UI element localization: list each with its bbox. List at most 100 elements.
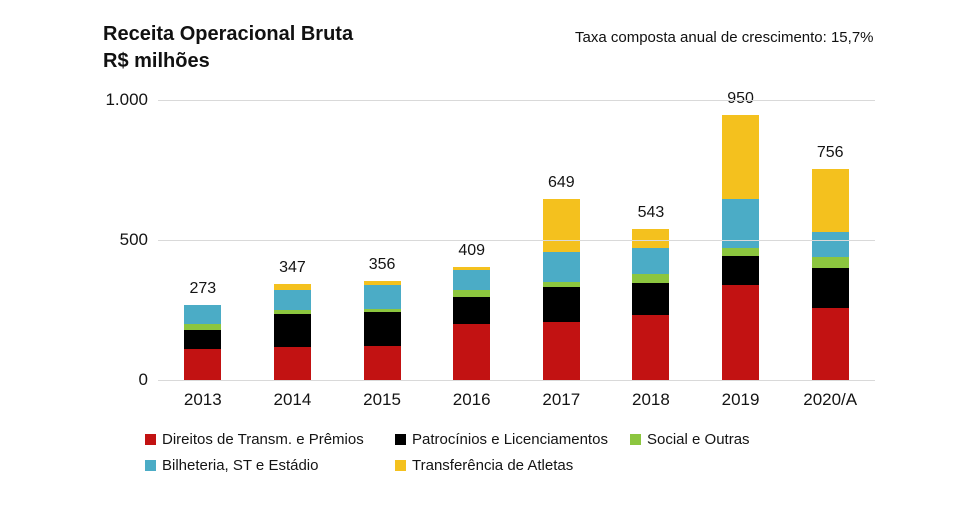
bar-segment bbox=[453, 266, 491, 271]
bar-stack bbox=[722, 115, 760, 381]
legend-label: Direitos de Transm. e Prêmios bbox=[162, 430, 364, 448]
bar-segment bbox=[453, 297, 491, 324]
bar-segment bbox=[273, 347, 311, 381]
chart-title-line2: R$ milhões bbox=[103, 50, 210, 72]
x-axis-label: 2015 bbox=[363, 390, 401, 409]
bar-segment bbox=[273, 309, 311, 315]
bar-total-label: 356 bbox=[368, 256, 396, 274]
bar-segment bbox=[363, 281, 401, 285]
bar-segment bbox=[722, 115, 760, 200]
legend-row: Bilheteria, ST e Estádio Transferência de… bbox=[145, 452, 875, 478]
cagr-annotation: Taxa composta anual de crescimento: 15,7… bbox=[575, 29, 874, 46]
bar-segment bbox=[273, 314, 311, 348]
bar-segment bbox=[363, 309, 401, 313]
bar-segment bbox=[811, 256, 849, 268]
bar-column: 649 bbox=[517, 100, 607, 381]
x-axis: 2013 2014 2015 2016 2017 2018 2019 2020/A bbox=[158, 390, 875, 410]
bar-stack bbox=[273, 283, 311, 381]
bar-segment bbox=[184, 304, 222, 324]
bar-segment bbox=[273, 289, 311, 310]
bar-segment bbox=[811, 267, 849, 308]
plot-area: 273 347 356 409 649 543 950 756 bbox=[158, 90, 875, 381]
legend-row: Direitos de Transm. e Prêmios Patrocínios… bbox=[145, 426, 875, 452]
y-axis-tick-label: 1.000 bbox=[105, 90, 148, 109]
bar-segment bbox=[184, 349, 222, 381]
bar-segment bbox=[811, 307, 849, 381]
bar-stack bbox=[184, 304, 222, 381]
y-axis-tick-label: 500 bbox=[119, 230, 148, 249]
bar-total-label: 409 bbox=[458, 241, 486, 259]
bar-segment bbox=[632, 273, 670, 283]
bar-segment bbox=[632, 229, 670, 248]
bar-segment bbox=[363, 346, 401, 381]
gridline bbox=[158, 380, 875, 381]
chart-title: Receita Operacional Bruta R$ milhões bbox=[103, 21, 353, 75]
bar-stack bbox=[363, 281, 401, 381]
chart-title-line1: Receita Operacional Bruta bbox=[103, 23, 354, 45]
bar-column: 273 bbox=[158, 100, 248, 381]
legend-marker-icon bbox=[395, 459, 406, 471]
legend-item: Transferência de Atletas bbox=[395, 457, 630, 474]
bar-segment bbox=[542, 251, 580, 282]
bars-row: 273 347 356 409 649 543 950 756 bbox=[158, 90, 875, 381]
bar-column: 356 bbox=[337, 100, 427, 381]
bar-stack bbox=[542, 199, 580, 381]
bar-segment bbox=[363, 284, 401, 310]
x-axis-label: 2016 bbox=[452, 390, 491, 409]
bar-segment bbox=[453, 270, 491, 291]
bar-total-label: 543 bbox=[637, 204, 665, 222]
bar-segment bbox=[184, 329, 222, 350]
x-axis-label: 2020/A bbox=[803, 390, 858, 409]
legend-marker-icon bbox=[630, 433, 641, 445]
y-axis-tick-label: 0 bbox=[138, 370, 148, 389]
bar-column: 409 bbox=[427, 100, 517, 381]
x-axis-label: 2017 bbox=[542, 390, 581, 409]
legend-label: Social e Outras bbox=[647, 430, 750, 448]
bar-segment bbox=[273, 283, 311, 290]
gridline bbox=[158, 240, 875, 241]
bar-segment bbox=[632, 247, 670, 274]
bar-stack bbox=[453, 266, 491, 381]
bar-segment bbox=[542, 281, 580, 287]
legend-marker-icon bbox=[145, 433, 156, 445]
bar-segment bbox=[363, 312, 401, 346]
legend-item: Patrocínios e Licenciamentos bbox=[395, 431, 630, 448]
bar-segment bbox=[453, 290, 491, 298]
bar-segment bbox=[542, 322, 580, 381]
bar-segment bbox=[632, 282, 670, 315]
bar-segment bbox=[542, 286, 580, 323]
bar-segment bbox=[811, 169, 849, 232]
bar-segment bbox=[184, 323, 222, 330]
bar-column: 347 bbox=[248, 100, 338, 381]
legend-label: Transferência de Atletas bbox=[412, 456, 574, 474]
legend-label: Bilheteria, ST e Estádio bbox=[162, 456, 319, 474]
legend-marker-icon bbox=[395, 433, 406, 445]
legend: Direitos de Transm. e Prêmios Patrocínios… bbox=[145, 426, 875, 478]
x-axis-label: 2013 bbox=[183, 390, 222, 409]
legend-label: Patrocínios e Licenciamentos bbox=[412, 430, 608, 448]
legend-item: Direitos de Transm. e Prêmios bbox=[145, 431, 395, 448]
legend-item: Social e Outras bbox=[630, 431, 750, 448]
bar-segment bbox=[722, 285, 760, 381]
bar-total-label: 756 bbox=[816, 144, 844, 162]
bar-segment bbox=[453, 323, 491, 381]
bar-total-label: 347 bbox=[279, 258, 306, 276]
bar-segment bbox=[542, 199, 580, 252]
bar-total-label: 273 bbox=[189, 279, 217, 297]
bar-segment bbox=[632, 314, 670, 381]
bar-total-label: 950 bbox=[727, 90, 754, 108]
bar-segment bbox=[722, 255, 760, 285]
legend-item: Bilheteria, ST e Estádio bbox=[145, 457, 395, 474]
bar-total-label: 649 bbox=[547, 174, 575, 192]
gridline bbox=[158, 100, 875, 101]
x-axis-label: 2014 bbox=[273, 390, 312, 409]
bar-segment bbox=[811, 231, 849, 257]
bar-column: 950 bbox=[696, 90, 786, 381]
bar-column: 543 bbox=[606, 100, 696, 381]
bar-segment bbox=[722, 248, 760, 256]
bar-stack bbox=[632, 229, 670, 381]
bar-column: 756 bbox=[785, 100, 875, 381]
bar-stack bbox=[811, 169, 849, 381]
x-axis-label: 2018 bbox=[632, 390, 670, 409]
